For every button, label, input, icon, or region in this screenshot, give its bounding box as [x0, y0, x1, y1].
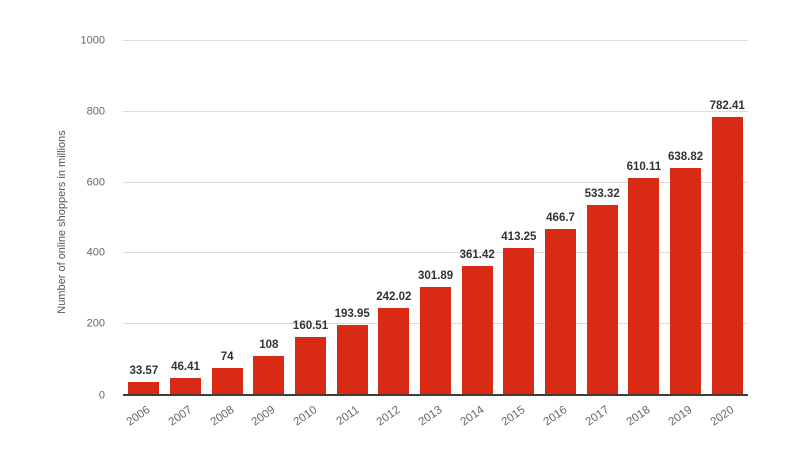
bar-2012: 242.02	[376, 291, 411, 394]
bar-slot: 108 2009	[248, 40, 290, 429]
x-tick-label: 2010	[291, 404, 320, 429]
y-tick-label: 1000	[80, 34, 105, 47]
bar-slot: 301.89 2013	[415, 40, 457, 428]
x-tick-label: 2006	[124, 404, 153, 429]
x-tick-label: 2015	[500, 404, 528, 429]
bar-2017: 533.32	[585, 188, 620, 394]
bar-2015: 413.25	[501, 231, 536, 394]
x-tick-label: 2020	[708, 404, 737, 429]
bar-2009: 108	[253, 339, 285, 394]
bar-slot: 242.02 2012	[373, 40, 415, 428]
gridline: 800	[87, 105, 748, 117]
bar-slot: 361.42 2014	[456, 40, 498, 428]
x-tick-label: 2007	[166, 404, 195, 429]
x-tick-label: 2019	[666, 404, 695, 429]
x-tick-label: 2009	[249, 404, 278, 429]
bar-slot: 638.82 2019	[665, 40, 707, 429]
gridline: 400	[87, 247, 748, 259]
x-tick-label: 2008	[208, 404, 237, 429]
bar-value-label: 466.7	[546, 211, 575, 224]
bar-value-label: 610.11	[626, 161, 662, 174]
bar-value-label: 638.82	[667, 150, 704, 163]
bar-value-label: 74	[220, 350, 234, 363]
bar-slot: 74 2008	[206, 40, 248, 429]
bar-slot: 466.7 2016	[540, 40, 582, 429]
bar-2013: 301.89	[418, 270, 453, 394]
bar-value-label: 413.25	[501, 230, 537, 243]
x-tick-label: 2014	[458, 404, 487, 429]
bar-slot: 610.11 2018	[623, 40, 665, 428]
bar-value-label: 301.89	[417, 270, 454, 283]
x-tick-label: 2017	[583, 404, 612, 429]
bar-slot: 413.25 2015	[498, 40, 540, 429]
bar-2007: 46.41	[170, 361, 201, 394]
bars-container: 33.57 2006 46.41 2007 74 2008 108 2009 160.51 201…	[123, 40, 748, 429]
x-tick-label: 2016	[541, 404, 570, 429]
y-tick-label: 600	[86, 175, 105, 188]
bar-slot: 533.32 2017	[581, 40, 623, 428]
bar-value-label: 33.57	[129, 365, 159, 378]
bar-slot: 160.51 2010	[290, 40, 332, 428]
x-tick-label: 2018	[625, 404, 653, 429]
y-tick-label: 200	[86, 317, 105, 330]
y-tick-label: 0	[98, 389, 105, 402]
bar-2016: 466.7	[545, 212, 577, 394]
y-tick-label: 800	[86, 105, 105, 118]
bar-slot: 782.41 2020	[706, 40, 748, 428]
bar-2011: 193.95	[335, 308, 370, 394]
y-tick-label: 400	[86, 246, 105, 259]
bar-value-label: 46.41	[171, 360, 200, 373]
x-tick-label: 2011	[334, 404, 362, 429]
bar-2008: 74	[211, 351, 243, 394]
bar-2006: 33.57	[128, 365, 160, 394]
bar-2014: 361.42	[460, 249, 495, 394]
bar-2018: 610.11	[627, 161, 661, 394]
bar-2020: 782.41	[710, 100, 745, 394]
x-axis-baseline: 0	[99, 389, 748, 401]
bar-slot: 46.41 2007	[165, 40, 207, 429]
bar-value-label: 242.02	[376, 291, 412, 304]
bar-slot: 193.95 2011	[331, 40, 373, 428]
y-axis-title: Number of online shoppers in millions	[56, 130, 68, 314]
bar-value-label: 533.32	[584, 188, 620, 201]
gridline: 600	[87, 176, 748, 188]
plot-area: 0 200 400 600 800 1000 33.57 2006 46.41 2007 74 200…	[81, 34, 748, 429]
bar-value-label: 160.51	[292, 320, 329, 333]
x-tick-label: 2013	[416, 404, 445, 429]
bar-2019: 638.82	[668, 151, 703, 394]
bar-value-label: 361.42	[459, 249, 495, 262]
bar-value-label: 193.95	[334, 308, 370, 321]
x-tick-label: 2012	[374, 404, 403, 429]
bar-value-label: 108	[259, 338, 279, 351]
bar-value-label: 782.41	[709, 100, 745, 113]
bar-slot: 33.57 2006	[123, 40, 165, 429]
bar-2010: 160.51	[293, 320, 328, 394]
gridline: 1000	[81, 34, 748, 46]
